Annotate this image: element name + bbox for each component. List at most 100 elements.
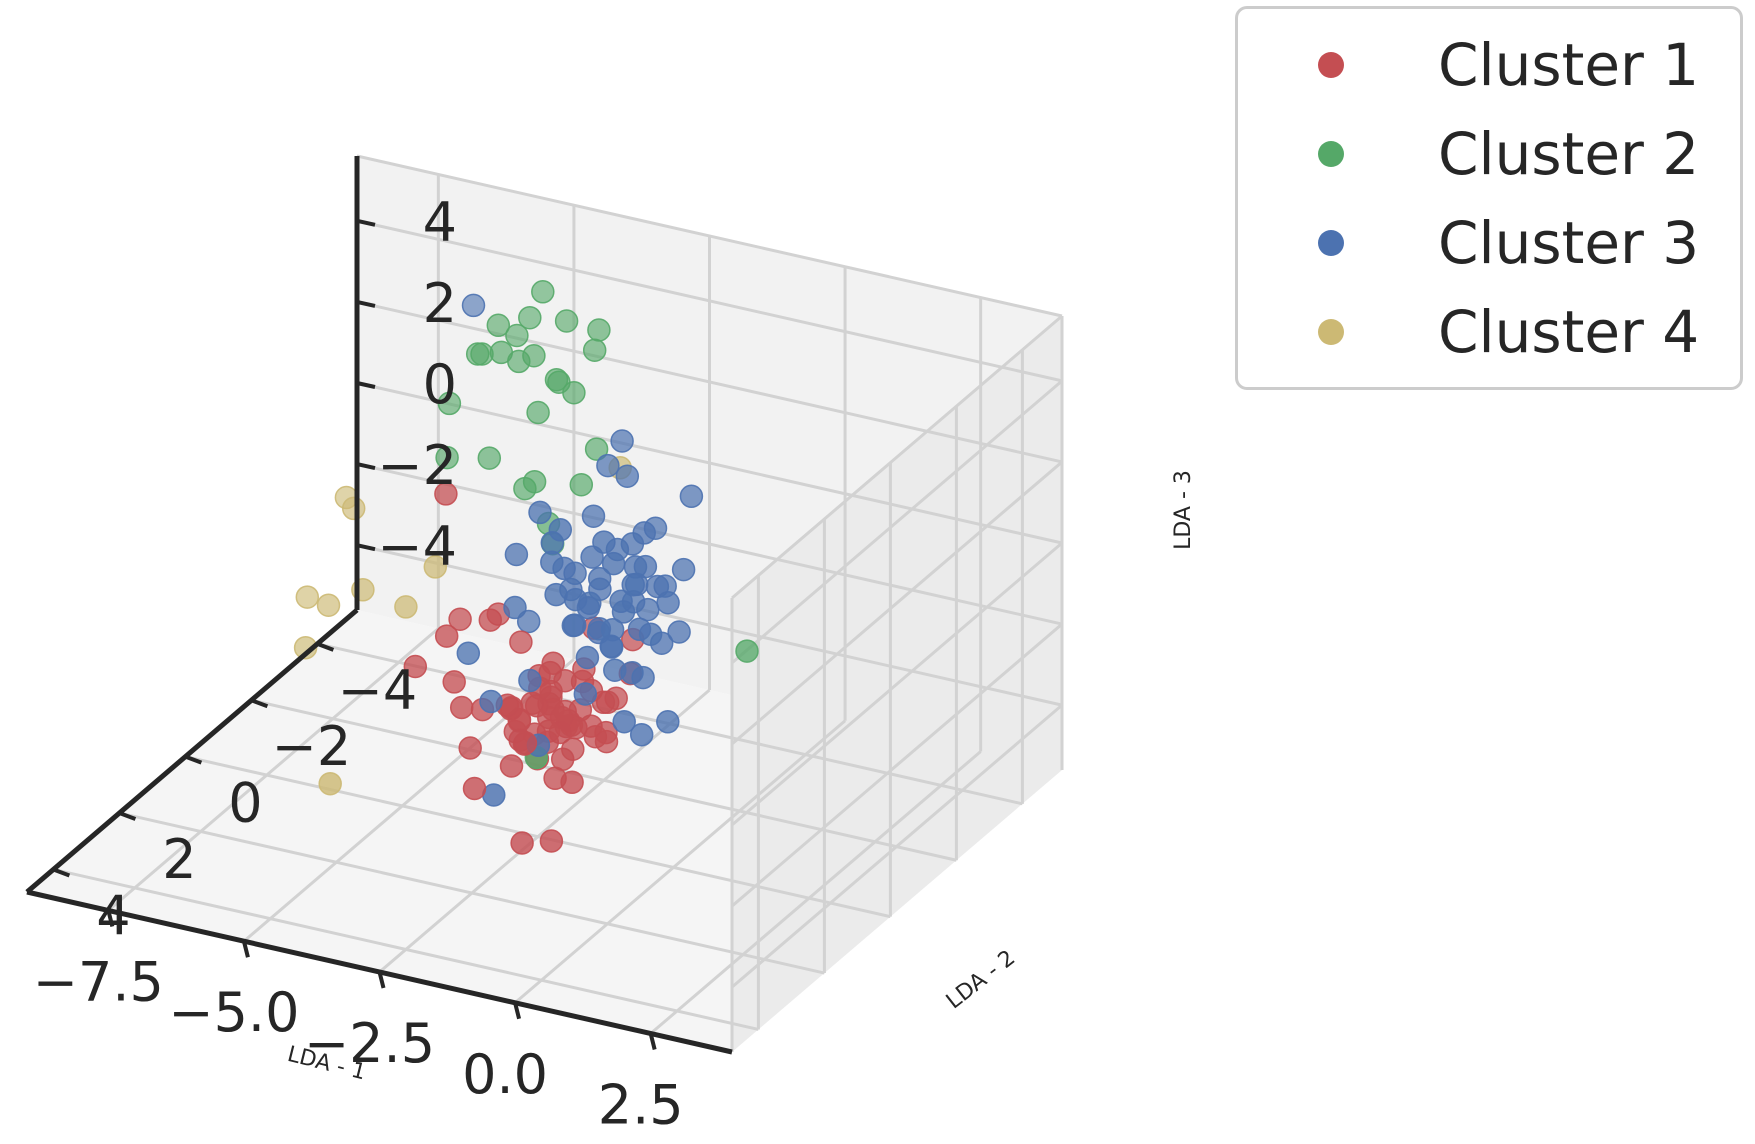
grid-line bbox=[185, 755, 891, 919]
grid-line bbox=[119, 811, 825, 975]
data-point bbox=[442, 670, 466, 694]
data-point bbox=[448, 607, 472, 631]
data-point bbox=[518, 305, 542, 330]
data-point bbox=[599, 634, 623, 658]
data-point bbox=[477, 446, 502, 470]
legend-marker-icon bbox=[1318, 52, 1344, 78]
y-tick-label: −2 bbox=[272, 715, 352, 778]
data-point bbox=[434, 482, 458, 506]
data-point bbox=[456, 641, 481, 665]
data-point bbox=[526, 400, 550, 425]
data-point bbox=[587, 566, 612, 591]
legend-marker-icon bbox=[1318, 141, 1344, 167]
data-point bbox=[437, 391, 462, 416]
data-point bbox=[560, 770, 584, 795]
grid-line bbox=[356, 219, 1063, 383]
axis-tick bbox=[250, 698, 269, 709]
data-point bbox=[449, 695, 474, 720]
y-tick-label: 2 bbox=[162, 828, 196, 891]
grid-line bbox=[378, 688, 711, 974]
data-point bbox=[486, 313, 511, 338]
z-tick-label: −4 bbox=[377, 515, 457, 578]
legend-marker-icon bbox=[1318, 319, 1344, 345]
data-point bbox=[580, 545, 604, 569]
data-point bbox=[531, 280, 555, 304]
legend-label: Cluster 2 bbox=[1438, 120, 1700, 188]
data-point bbox=[627, 617, 652, 642]
legend-item: Cluster 2 bbox=[1238, 110, 1740, 190]
data-point bbox=[584, 437, 609, 461]
axis-tick bbox=[241, 940, 250, 958]
data-point bbox=[513, 476, 537, 501]
data-point bbox=[656, 710, 680, 734]
data-point bbox=[504, 542, 529, 567]
data-point bbox=[394, 595, 418, 619]
x-tick-label: −7.5 bbox=[33, 951, 164, 1014]
legend-item: Cluster 1 bbox=[1238, 21, 1740, 101]
data-point bbox=[518, 668, 542, 693]
data-points bbox=[293, 280, 759, 855]
data-point bbox=[318, 771, 342, 796]
legend-item: Cluster 3 bbox=[1238, 199, 1740, 279]
grid-line bbox=[514, 719, 847, 1004]
data-point bbox=[581, 504, 606, 528]
data-point bbox=[499, 754, 524, 778]
axis-tick bbox=[316, 641, 335, 652]
data-point bbox=[576, 595, 601, 620]
legend: Cluster 1 Cluster 2 Cluster 3 Cluster 4 bbox=[1235, 6, 1743, 390]
grid-line bbox=[356, 381, 1063, 545]
data-point bbox=[554, 309, 579, 333]
data-point bbox=[656, 590, 680, 615]
data-point bbox=[553, 668, 577, 693]
data-point bbox=[610, 429, 634, 453]
grid-line bbox=[356, 543, 1063, 707]
data-point bbox=[505, 323, 529, 348]
axis-tick bbox=[513, 1002, 522, 1020]
data-point bbox=[510, 831, 534, 855]
data-point bbox=[587, 318, 611, 342]
data-point bbox=[548, 518, 573, 542]
z-axis-label: LDA - 3 bbox=[1171, 470, 1196, 550]
data-point bbox=[503, 595, 527, 620]
data-point bbox=[629, 722, 654, 747]
grid-line bbox=[731, 622, 1063, 908]
z-tick-label: 2 bbox=[423, 272, 457, 335]
data-point bbox=[603, 658, 627, 682]
data-point bbox=[479, 689, 503, 714]
z-tick-label: −2 bbox=[377, 434, 457, 497]
data-point bbox=[540, 550, 564, 574]
y-tick-label: 4 bbox=[96, 884, 130, 947]
data-point bbox=[295, 585, 320, 609]
data-point bbox=[539, 829, 564, 853]
axis-tick bbox=[106, 909, 115, 927]
pane-edge bbox=[731, 314, 1063, 600]
grid-line bbox=[649, 750, 982, 1035]
data-point bbox=[561, 613, 586, 638]
data-point bbox=[612, 709, 636, 734]
legend-item: Cluster 4 bbox=[1238, 288, 1740, 368]
data-point bbox=[609, 589, 633, 614]
y-tick-label: −4 bbox=[338, 659, 418, 722]
x-tick-label: 0.0 bbox=[462, 1043, 548, 1106]
data-point bbox=[423, 555, 448, 579]
data-point bbox=[582, 338, 607, 362]
data-point bbox=[604, 686, 628, 711]
data-point bbox=[513, 731, 538, 755]
grid-line bbox=[731, 460, 1063, 746]
data-point bbox=[569, 472, 594, 497]
axis-tick bbox=[356, 299, 376, 308]
data-point bbox=[573, 682, 598, 706]
data-point bbox=[667, 620, 691, 644]
grid-line bbox=[356, 462, 1063, 626]
data-point bbox=[316, 593, 341, 617]
data-point bbox=[596, 453, 620, 478]
legend-label: Cluster 3 bbox=[1438, 209, 1700, 277]
pane-edge bbox=[356, 154, 1063, 318]
data-point bbox=[458, 736, 482, 760]
grid-line bbox=[731, 541, 1063, 827]
x-tick-label: 2.5 bbox=[598, 1074, 684, 1137]
axis-tick bbox=[356, 462, 376, 471]
y-axis-line bbox=[25, 608, 359, 894]
